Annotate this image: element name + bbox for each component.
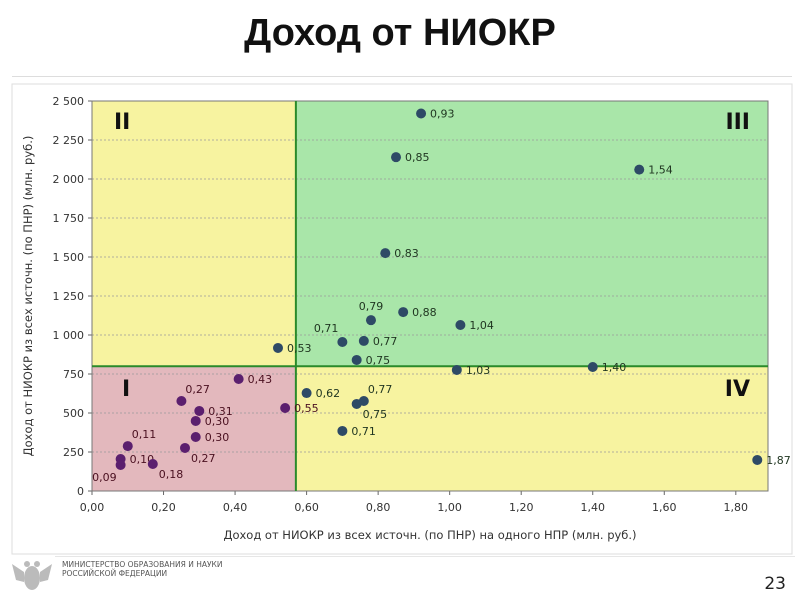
data-label: 1,54 — [648, 164, 673, 177]
data-label: 0,83 — [394, 247, 419, 260]
data-point — [179, 442, 190, 453]
y-tick-label: 1 500 — [53, 251, 85, 264]
x-tick-label: 0,20 — [151, 501, 176, 514]
data-point — [337, 425, 348, 436]
data-label: 0,31 — [208, 405, 233, 418]
quadrant-II — [92, 101, 296, 367]
plot-border — [91, 100, 769, 492]
data-label: 0,71 — [351, 425, 376, 438]
data-label: 0,30 — [205, 431, 230, 444]
data-point — [351, 398, 362, 409]
data-point — [365, 315, 376, 326]
y-tick-label: 250 — [63, 446, 84, 459]
data-point — [301, 388, 312, 399]
ministry-name: МИНИСТЕРСТВО ОБРАЗОВАНИЯ И НАУКИ РОССИЙС… — [62, 560, 242, 578]
data-label: 0,09 — [92, 471, 117, 484]
data-label: 0,93 — [430, 107, 455, 120]
x-tick-label: 1,60 — [652, 501, 677, 514]
y-tick-label: 2 500 — [53, 95, 85, 108]
page-number: 23 — [764, 574, 786, 594]
x-tick-label: 0,60 — [294, 501, 319, 514]
data-point — [634, 164, 645, 175]
data-point — [190, 432, 201, 443]
y-tick-label: 2 250 — [53, 134, 85, 147]
data-label: 1,87 — [766, 454, 791, 467]
quadrant-label-I: I — [122, 377, 130, 402]
data-label: 0,55 — [294, 402, 319, 415]
data-point — [115, 459, 126, 470]
data-label: 0,71 — [314, 322, 339, 335]
data-label: 0,43 — [248, 373, 273, 386]
data-point — [380, 248, 391, 259]
x-tick-label: 0,40 — [223, 501, 248, 514]
data-point — [398, 307, 409, 318]
y-tick-label: 1 750 — [53, 212, 85, 225]
emblem-icon — [12, 561, 52, 590]
data-point — [351, 354, 362, 365]
y-tick-label: 0 — [77, 485, 84, 498]
x-axis-label: Доход от НИОКР из всех источн. (по ПНР) … — [223, 528, 636, 542]
quadrant-label-II: II — [114, 110, 130, 135]
page-title: Доход от НИОКР — [244, 12, 556, 54]
data-point — [147, 459, 158, 470]
x-tick-label: 1,20 — [509, 501, 534, 514]
y-axis-label: Доход от НИОКР из всех источн. (по ПНР) … — [21, 136, 35, 457]
data-label: 0,62 — [316, 387, 341, 400]
y-tick-label: 750 — [63, 368, 84, 381]
quadrant-III — [295, 101, 768, 367]
data-label: 0,53 — [287, 342, 312, 355]
x-tick-label: 1,80 — [724, 501, 749, 514]
x-tick-label: 1,00 — [437, 501, 462, 514]
y-tick-label: 2 000 — [53, 173, 85, 186]
footer-divider — [55, 556, 795, 557]
data-label: 0,27 — [191, 452, 216, 465]
data-point — [337, 337, 348, 348]
data-point — [358, 335, 369, 346]
data-point — [280, 403, 291, 414]
data-label: 0,75 — [363, 408, 388, 421]
data-label: 0,77 — [373, 335, 398, 348]
data-label: 0,79 — [359, 300, 384, 313]
data-point — [451, 364, 462, 375]
data-label: 0,77 — [368, 383, 393, 396]
data-point — [122, 441, 133, 452]
data-label: 0,85 — [405, 151, 430, 164]
data-point — [587, 361, 598, 372]
data-point — [416, 108, 427, 119]
data-label: 1,40 — [602, 361, 627, 374]
x-tick-label: 1,40 — [580, 501, 605, 514]
ministry-line-2: РОССИЙСКОЙ ФЕДЕРАЦИИ — [62, 569, 168, 578]
data-label: 0,18 — [159, 468, 184, 481]
y-tick-label: 1 000 — [53, 329, 85, 342]
data-label: 0,75 — [366, 354, 391, 367]
data-label: 0,11 — [132, 428, 157, 441]
ministry-line-1: МИНИСТЕРСТВО ОБРАЗОВАНИЯ И НАУКИ — [62, 560, 223, 569]
data-label: 0,27 — [185, 383, 210, 396]
data-label: 1,03 — [466, 364, 491, 377]
quadrant-label-III: III — [725, 110, 750, 135]
data-point — [190, 415, 201, 426]
title-divider — [12, 76, 792, 77]
quadrant-label-IV: IV — [725, 377, 750, 402]
y-tick-label: 1 250 — [53, 290, 85, 303]
y-tick-label: 500 — [63, 407, 84, 420]
data-point — [455, 320, 466, 331]
quadrant-I — [92, 366, 296, 491]
data-point — [752, 454, 763, 465]
data-label: 1,04 — [469, 319, 494, 332]
x-tick-label: 0,00 — [80, 501, 105, 514]
data-label: 0,30 — [205, 415, 230, 428]
data-point — [194, 405, 205, 416]
quadrant-IV — [295, 366, 768, 491]
data-point — [233, 373, 244, 384]
data-point — [176, 395, 187, 406]
data-label: 0,88 — [412, 306, 437, 319]
data-point — [272, 342, 283, 353]
data-point — [391, 152, 402, 163]
x-tick-label: 0,80 — [366, 501, 391, 514]
